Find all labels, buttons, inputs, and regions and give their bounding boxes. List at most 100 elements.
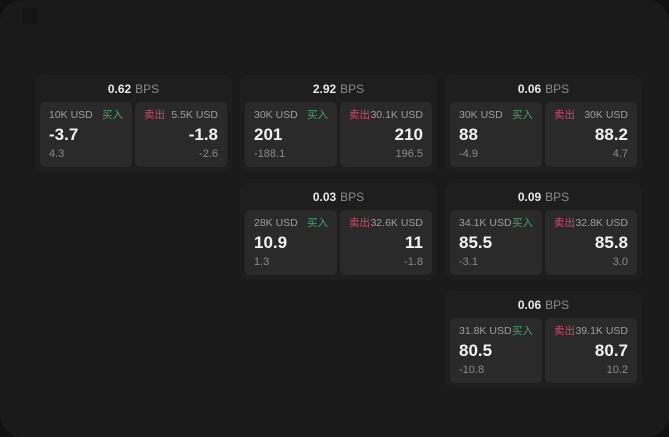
buy-price: -3.7: [49, 125, 79, 144]
quote-panels: 34.1K USD 买入 85.5 -3.1 卖出 32.8K USD 85.8…: [450, 210, 637, 275]
buy-change: -4.9: [459, 148, 478, 160]
sell-panel[interactable]: 卖出 39.1K USD 80.7 10.2: [545, 318, 637, 383]
sell-panel-top: 卖出 32.6K USD: [349, 217, 423, 230]
buy-price: 85.5: [459, 233, 493, 252]
app-icon: [22, 8, 38, 24]
sell-amount: 39.1K USD: [575, 325, 628, 337]
buy-label: 买入: [512, 325, 533, 337]
quote-card: 0.09 BPS 34.1K USD 买入 85.5 -3.1 卖出 32.8K…: [445, 183, 642, 280]
sell-panel-top: 卖出 5.5K USD: [144, 109, 218, 122]
quote-card: 2.92 BPS 30K USD 买入 201 -188.1 卖出 30.1K …: [240, 75, 437, 172]
sell-price: 11: [405, 233, 423, 252]
spread-unit: BPS: [340, 189, 365, 204]
sell-price: 85.8: [594, 233, 628, 252]
spread-unit: BPS: [545, 81, 570, 96]
sell-panel-top: 卖出 30.1K USD: [349, 109, 423, 122]
spread-unit: BPS: [340, 81, 365, 96]
sell-label: 卖出: [349, 217, 370, 229]
quote-panels: 28K USD 买入 10.9 1.3 卖出 32.6K USD 11 -1.8: [245, 210, 432, 275]
buy-panel[interactable]: 30K USD 买入 201 -188.1: [245, 102, 337, 167]
buy-panel[interactable]: 34.1K USD 买入 85.5 -3.1: [450, 210, 542, 275]
sell-panel-top: 卖出 39.1K USD: [554, 325, 628, 338]
buy-change: -188.1: [254, 148, 286, 160]
sell-price: -1.8: [188, 125, 218, 144]
quote-panels: 10K USD 买入 -3.7 4.3 卖出 5.5K USD -1.8 -2.…: [40, 102, 227, 167]
sell-amount: 5.5K USD: [171, 109, 218, 121]
spread-value: 0.06: [517, 81, 542, 96]
spread-unit: BPS: [545, 297, 570, 312]
buy-change: 1.3: [254, 256, 270, 268]
buy-amount: 30K USD: [459, 109, 503, 121]
buy-amount: 31.8K USD: [459, 325, 512, 337]
quote-panels: 31.8K USD 买入 80.5 -10.8 卖出 39.1K USD 80.…: [450, 318, 637, 383]
buy-change: 4.3: [49, 148, 65, 160]
buy-panel[interactable]: 31.8K USD 买入 80.5 -10.8: [450, 318, 542, 383]
spread-header: 0.03 BPS: [240, 183, 437, 210]
buy-amount: 34.1K USD: [459, 217, 512, 229]
sell-change: 3.0: [612, 256, 628, 268]
buy-label: 买入: [512, 109, 533, 121]
spread-unit: BPS: [135, 81, 160, 96]
buy-label: 买入: [307, 217, 328, 229]
spread-header: 0.06 BPS: [445, 75, 642, 102]
sell-amount: 32.6K USD: [370, 217, 423, 229]
quote-panels: 30K USD 买入 88 -4.9 卖出 30K USD 88.2 4.7: [450, 102, 637, 167]
sell-change: -1.8: [404, 256, 423, 268]
buy-amount: 30K USD: [254, 109, 298, 121]
sell-amount: 30.1K USD: [370, 109, 423, 121]
spread-value: 2.92: [312, 81, 337, 96]
buy-price: 10.9: [254, 233, 288, 252]
sell-change: 4.7: [612, 148, 628, 160]
sell-panel-top: 卖出 30K USD: [554, 109, 628, 122]
sell-label: 卖出: [554, 217, 575, 229]
buy-panel[interactable]: 30K USD 买入 88 -4.9: [450, 102, 542, 167]
sell-panel[interactable]: 卖出 5.5K USD -1.8 -2.6: [135, 102, 227, 167]
sell-panel-top: 卖出 32.8K USD: [554, 217, 628, 230]
quote-card: 0.06 BPS 31.8K USD 买入 80.5 -10.8 卖出 39.1…: [445, 291, 642, 388]
sell-amount: 30K USD: [584, 109, 628, 121]
buy-price: 201: [254, 125, 283, 144]
quote-card: 0.06 BPS 30K USD 买入 88 -4.9 卖出 30K USD 8…: [445, 75, 642, 172]
buy-panel-top: 28K USD 买入: [254, 217, 328, 230]
sell-label: 卖出: [144, 109, 165, 121]
buy-label: 买入: [512, 217, 533, 229]
buy-price: 80.5: [459, 341, 493, 360]
sell-change: 10.2: [606, 364, 628, 376]
sell-panel[interactable]: 卖出 30.1K USD 210 196.5: [340, 102, 432, 167]
sell-price: 88.2: [594, 125, 628, 144]
sell-panel[interactable]: 卖出 32.8K USD 85.8 3.0: [545, 210, 637, 275]
sell-change: 196.5: [395, 148, 423, 160]
buy-label: 买入: [102, 109, 123, 121]
spread-value: 0.03: [312, 189, 337, 204]
spread-value: 0.09: [517, 189, 542, 204]
spread-unit: BPS: [545, 189, 570, 204]
buy-panel-top: 34.1K USD 买入: [459, 217, 533, 230]
spread-value: 0.62: [107, 81, 132, 96]
sell-panel[interactable]: 卖出 32.6K USD 11 -1.8: [340, 210, 432, 275]
sell-label: 卖出: [554, 109, 575, 121]
buy-amount: 10K USD: [49, 109, 93, 121]
quote-card: 0.62 BPS 10K USD 买入 -3.7 4.3 卖出 5.5K USD…: [35, 75, 232, 172]
sell-panel[interactable]: 卖出 30K USD 88.2 4.7: [545, 102, 637, 167]
buy-label: 买入: [307, 109, 328, 121]
buy-panel-top: 30K USD 买入: [459, 109, 533, 122]
buy-panel[interactable]: 10K USD 买入 -3.7 4.3: [40, 102, 132, 167]
sell-label: 卖出: [349, 109, 370, 121]
quote-panels: 30K USD 买入 201 -188.1 卖出 30.1K USD 210 1…: [245, 102, 432, 167]
spread-header: 0.06 BPS: [445, 291, 642, 318]
buy-panel[interactable]: 28K USD 买入 10.9 1.3: [245, 210, 337, 275]
buy-price: 88: [459, 125, 478, 144]
buy-change: -3.1: [459, 256, 478, 268]
buy-panel-top: 10K USD 买入: [49, 109, 123, 122]
sell-price: 80.7: [594, 341, 628, 360]
buy-panel-top: 30K USD 买入: [254, 109, 328, 122]
spread-value: 0.06: [517, 297, 542, 312]
quote-card: 0.03 BPS 28K USD 买入 10.9 1.3 卖出 32.6K US…: [240, 183, 437, 280]
spread-header: 2.92 BPS: [240, 75, 437, 102]
buy-change: -10.8: [459, 364, 485, 376]
sell-label: 卖出: [554, 325, 575, 337]
sell-change: -2.6: [199, 148, 218, 160]
buy-amount: 28K USD: [254, 217, 298, 229]
sell-amount: 32.8K USD: [575, 217, 628, 229]
